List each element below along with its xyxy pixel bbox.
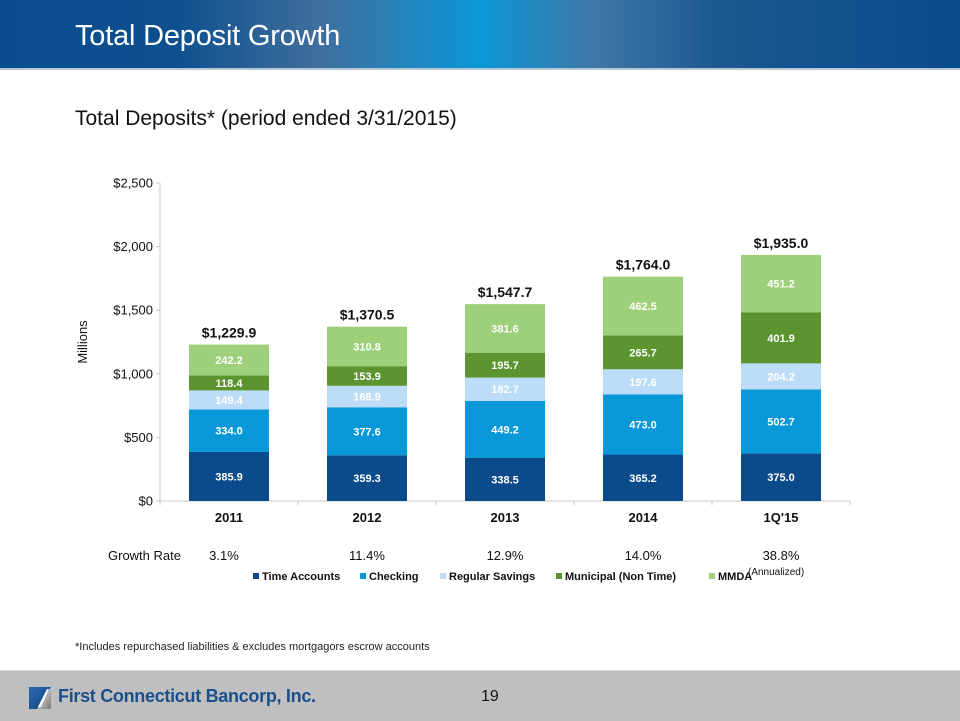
data-label: 204.2: [767, 371, 795, 383]
x-tick-label: 2014: [629, 510, 659, 525]
data-label: 377.6: [353, 426, 381, 438]
y-tick-label: $1,500: [113, 303, 153, 318]
bank-logo-icon: [29, 687, 51, 709]
bar-segment-municipal-non-time: [465, 352, 545, 378]
bar-segment-checking: [189, 409, 269, 452]
bar-segment-time-accounts: [327, 455, 407, 501]
data-label: 149.4: [215, 395, 243, 407]
data-label: 502.7: [767, 416, 795, 428]
growth-rate-value: 14.0%: [625, 548, 662, 563]
legend-item-label: MMDA: [718, 571, 752, 583]
y-tick-label: $2,000: [113, 239, 153, 254]
bar-segment-mmda: [327, 326, 407, 367]
bar-segment-checking: [327, 407, 407, 456]
bar-segment-municipal-non-time: [603, 335, 683, 370]
data-label: 385.9: [215, 471, 243, 483]
data-label: 451.2: [767, 279, 795, 291]
bar-segment-regular-savings: [465, 377, 545, 401]
slide-footer: [0, 670, 960, 721]
annualized-note: (Annualized): [748, 567, 804, 578]
bar-segment-checking: [741, 389, 821, 454]
total-label: $1,547.7: [478, 284, 533, 300]
total-label: $1,935.0: [754, 235, 809, 251]
bar-segment-regular-savings: [603, 369, 683, 395]
bar-segment-time-accounts: [603, 454, 683, 501]
bar-segment-municipal-non-time: [741, 312, 821, 364]
growth-rate-value: 38.8%: [763, 548, 800, 563]
growth-rate-value: 3.1%: [209, 548, 239, 563]
data-label: 195.7: [491, 360, 519, 372]
x-tick-label: 2012: [353, 510, 382, 525]
bar-segment-regular-savings: [189, 390, 269, 410]
company-name: First Connecticut Bancorp, Inc.: [58, 686, 316, 706]
legend-item-label: Municipal (Non Time): [565, 571, 676, 583]
data-label: 401.9: [767, 333, 795, 345]
x-tick-label: 2013: [491, 510, 520, 525]
data-label: 118.4: [216, 378, 244, 390]
bar-segment-mmda: [465, 304, 545, 353]
data-label: 449.2: [491, 424, 519, 436]
stacked-bar-chart: $0 $500 $1,000 $1,500 $2,000 $2,500 Millions 38…: [75, 176, 851, 583]
data-label: 153.9: [353, 371, 381, 383]
data-label: 462.5: [629, 301, 657, 313]
data-label: 359.3: [353, 473, 381, 485]
growth-rate-label: Growth Rate: [108, 548, 181, 563]
footnote: *Includes repurchased liabilities & excl…: [75, 641, 430, 653]
legend-item-label: Checking: [369, 571, 419, 583]
page-number: 19: [481, 688, 499, 705]
x-tick-label: 2011: [215, 510, 243, 525]
bar-segment-mmda: [741, 254, 821, 313]
chart-subtitle: Total Deposits* (period ended 3/31/2015): [75, 107, 457, 130]
data-label: 242.2: [215, 355, 243, 367]
y-tick-label: $500: [124, 430, 153, 445]
legend-item-label: Time Accounts: [262, 571, 340, 583]
data-label: 168.9: [353, 392, 381, 404]
bar-segment-time-accounts: [741, 453, 821, 501]
data-label: 197.6: [629, 377, 657, 389]
legend-swatch: [709, 573, 715, 579]
data-label: 473.0: [629, 419, 657, 431]
data-label: 182.7: [491, 384, 519, 396]
slide-title: Total Deposit Growth: [75, 20, 341, 52]
legend-swatch: [440, 573, 446, 579]
bar-segment-regular-savings: [741, 363, 821, 390]
data-label: 375.0: [767, 472, 795, 484]
total-label: $1,229.9: [202, 325, 257, 341]
bar-segment-mmda: [603, 276, 683, 336]
data-label: 334.0: [215, 426, 243, 438]
growth-rate-value: 12.9%: [487, 548, 524, 563]
data-label: 365.2: [629, 473, 657, 485]
y-tick-label: $2,500: [113, 176, 153, 191]
growth-rate-value: 11.4%: [349, 548, 385, 563]
y-tick-label: $0: [139, 494, 153, 509]
legend-swatch: [360, 573, 366, 579]
x-tick-label: 1Q'15: [764, 510, 799, 525]
bar-segment-mmda: [189, 344, 269, 376]
bar-segment-municipal-non-time: [327, 366, 407, 386]
bar-segment-checking: [603, 394, 683, 455]
data-label: 381.6: [491, 323, 519, 335]
data-label: 310.8: [353, 341, 381, 353]
total-label: $1,764.0: [616, 257, 671, 273]
legend-item-label: Regular Savings: [449, 571, 535, 583]
bar-segment-municipal-non-time: [189, 375, 269, 391]
legend-swatch: [253, 573, 259, 579]
y-axis-title: Millions: [75, 320, 90, 364]
y-tick-label: $1,000: [113, 366, 153, 381]
bar-segment-regular-savings: [327, 385, 407, 408]
bar-segment-time-accounts: [189, 451, 269, 501]
data-label: 338.5: [491, 474, 519, 486]
bar-segment-checking: [465, 400, 545, 458]
total-label: $1,370.5: [340, 307, 395, 323]
data-label: 265.7: [629, 347, 657, 359]
legend-swatch: [556, 573, 562, 579]
bar-segment-time-accounts: [465, 457, 545, 501]
slide-header: Total Deposit Growth: [0, 0, 960, 70]
